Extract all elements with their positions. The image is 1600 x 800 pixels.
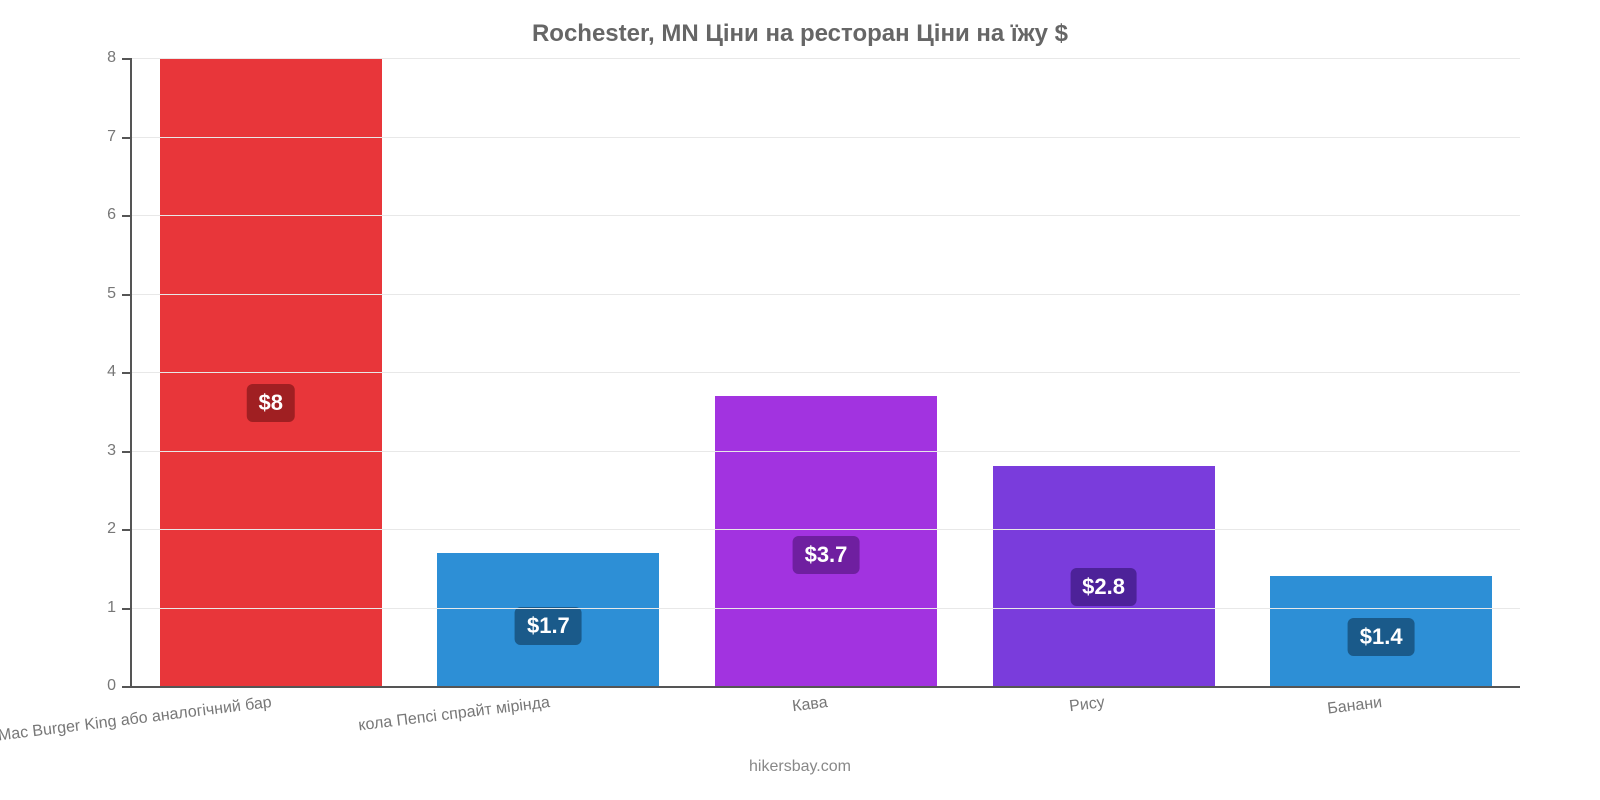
y-axis-label: 8 (107, 49, 116, 67)
bar-value-badge: $2.8 (1070, 568, 1137, 606)
chart-container: Rochester, MN Ціни на ресторан Ціни на ї… (0, 0, 1600, 800)
y-tick (122, 137, 132, 139)
y-tick (122, 529, 132, 531)
gridline (132, 137, 1520, 138)
y-tick (122, 608, 132, 610)
y-tick (122, 215, 132, 217)
x-axis-category-label: Кава (791, 694, 828, 716)
y-axis-label: 6 (107, 206, 116, 224)
bar-value-badge: $8 (247, 384, 295, 422)
x-axis-labels: Mac Burger King або аналогічний баркола … (130, 688, 1520, 758)
gridline (132, 451, 1520, 452)
gridline (132, 58, 1520, 59)
gridline (132, 529, 1520, 530)
y-axis-label: 2 (107, 520, 116, 538)
gridline (132, 608, 1520, 609)
x-axis-category-label: Банани (1327, 694, 1384, 719)
chart-footer: hikersbay.com (40, 758, 1560, 776)
y-tick (122, 294, 132, 296)
bar-value-badge: $1.4 (1348, 618, 1415, 656)
bar-value-badge: $1.7 (515, 607, 582, 645)
gridline (132, 215, 1520, 216)
y-axis-label: 1 (107, 599, 116, 617)
gridline (132, 372, 1520, 373)
x-axis-category-label: Mac Burger King або аналогічний бар (0, 694, 273, 745)
x-axis-category-label: кола Пепсі спрайт мірінда (357, 694, 550, 735)
y-tick (122, 372, 132, 374)
y-tick (122, 451, 132, 453)
y-axis-label: 0 (107, 677, 116, 695)
x-axis-category-label: Рису (1068, 694, 1106, 716)
y-axis-label: 4 (107, 363, 116, 381)
chart-title: Rochester, MN Ціни на ресторан Ціни на ї… (40, 20, 1560, 48)
y-axis-label: 5 (107, 285, 116, 303)
y-tick (122, 58, 132, 60)
y-axis-label: 7 (107, 128, 116, 146)
gridline (132, 294, 1520, 295)
plot-area: $8$1.7$3.7$2.8$1.4 012345678 (130, 58, 1520, 688)
bar-value-badge: $3.7 (793, 536, 860, 574)
y-axis-label: 3 (107, 442, 116, 460)
